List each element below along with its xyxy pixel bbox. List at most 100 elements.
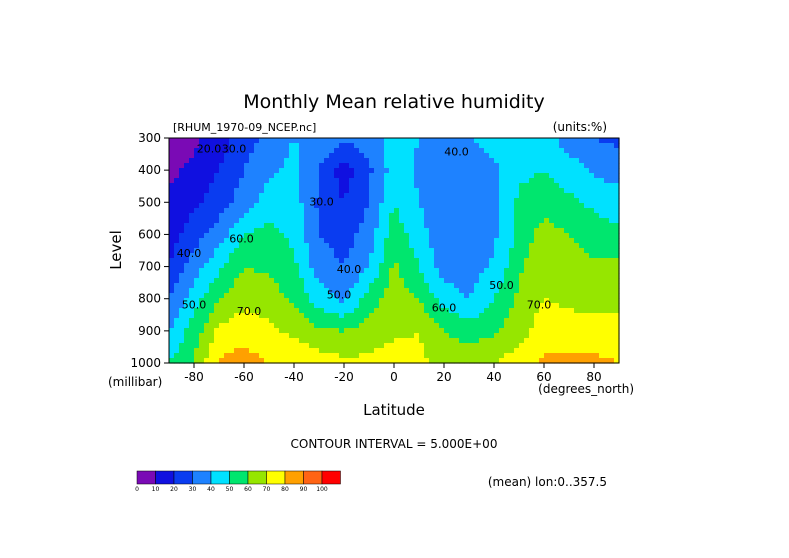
heatmap-cell — [454, 298, 460, 304]
heatmap-cell — [399, 318, 405, 324]
heatmap-cell — [494, 328, 500, 334]
heatmap-cell — [354, 323, 360, 329]
heatmap-cell — [229, 303, 235, 309]
heatmap-cell — [209, 308, 215, 314]
heatmap-cell — [249, 228, 255, 234]
heatmap-cell — [359, 323, 365, 329]
heatmap-cell — [174, 173, 180, 179]
heatmap-cell — [564, 278, 570, 284]
heatmap-cell — [364, 183, 370, 189]
heatmap-cell — [329, 283, 335, 289]
heatmap-cell — [559, 138, 565, 144]
heatmap-cell — [589, 203, 595, 209]
heatmap-cell — [604, 263, 610, 269]
heatmap-cell — [244, 343, 250, 349]
heatmap-cell — [254, 333, 260, 339]
heatmap-cell — [289, 353, 295, 359]
heatmap-cell — [529, 178, 535, 184]
heatmap-cell — [529, 238, 535, 244]
heatmap-cell — [574, 228, 580, 234]
heatmap-cell — [249, 333, 255, 339]
heatmap-cell — [434, 173, 440, 179]
heatmap-cell — [579, 273, 585, 279]
heatmap-cell — [229, 298, 235, 304]
heatmap-cell — [239, 163, 245, 169]
heatmap-cell — [359, 358, 365, 364]
heatmap-cell — [279, 173, 285, 179]
heatmap-cell — [359, 213, 365, 219]
heatmap-cell — [329, 238, 335, 244]
heatmap-cell — [409, 333, 415, 339]
heatmap-cell — [309, 143, 315, 149]
heatmap-cell — [374, 273, 380, 279]
heatmap-cell — [174, 213, 180, 219]
heatmap-cell — [494, 283, 500, 289]
heatmap-cell — [189, 273, 195, 279]
heatmap-cell — [179, 303, 185, 309]
heatmap-cell — [564, 218, 570, 224]
heatmap-cell — [454, 178, 460, 184]
heatmap-cell — [244, 273, 250, 279]
heatmap-cell — [239, 143, 245, 149]
heatmap-cell — [209, 303, 215, 309]
heatmap-cell — [604, 253, 610, 259]
heatmap-cell — [204, 303, 210, 309]
heatmap-cell — [179, 213, 185, 219]
heatmap-cell — [429, 238, 435, 244]
heatmap-cell — [549, 223, 555, 229]
heatmap-cell — [599, 353, 605, 359]
heatmap-cell — [359, 238, 365, 244]
heatmap-cell — [184, 198, 190, 204]
heatmap-cell — [564, 208, 570, 214]
heatmap-cell — [384, 358, 390, 364]
heatmap-cell — [214, 168, 220, 174]
heatmap-cell — [404, 358, 410, 364]
heatmap-cell — [184, 223, 190, 229]
heatmap-cell — [479, 183, 485, 189]
heatmap-cell — [424, 278, 430, 284]
heatmap-cell — [379, 293, 385, 299]
heatmap-cell — [304, 188, 310, 194]
heatmap-cell — [424, 333, 430, 339]
heatmap-cell — [249, 338, 255, 344]
heatmap-cell — [274, 213, 280, 219]
heatmap-cell — [234, 153, 240, 159]
heatmap-cell — [384, 278, 390, 284]
heatmap-cell — [424, 248, 430, 254]
heatmap-cell — [504, 263, 510, 269]
heatmap-cell — [404, 173, 410, 179]
colorbar-label: 40 — [207, 486, 215, 493]
heatmap-cell — [179, 218, 185, 224]
heatmap-cell — [589, 153, 595, 159]
heatmap-cell — [334, 148, 340, 154]
heatmap-cell — [519, 268, 525, 274]
heatmap-cell — [384, 313, 390, 319]
heatmap-cell — [189, 198, 195, 204]
heatmap-cell — [494, 258, 500, 264]
heatmap-cell — [519, 183, 525, 189]
heatmap-cell — [584, 218, 590, 224]
heatmap-cell — [174, 358, 180, 364]
heatmap-cell — [509, 143, 515, 149]
heatmap-cell — [349, 273, 355, 279]
heatmap-cell — [574, 223, 580, 229]
heatmap-cell — [294, 233, 300, 239]
heatmap-cell — [434, 218, 440, 224]
heatmap-cell — [529, 188, 535, 194]
heatmap-cell — [289, 213, 295, 219]
heatmap-cell — [299, 343, 305, 349]
heatmap-cell — [304, 248, 310, 254]
heatmap-cell — [464, 308, 470, 314]
heatmap-cell — [579, 333, 585, 339]
heatmap-cell — [354, 223, 360, 229]
heatmap-cell — [294, 333, 300, 339]
heatmap-cell — [509, 153, 515, 159]
heatmap-cell — [264, 328, 270, 334]
heatmap-cell — [249, 153, 255, 159]
heatmap-cell — [284, 288, 290, 294]
heatmap-cell — [494, 223, 500, 229]
heatmap-cell — [194, 353, 200, 359]
heatmap-cell — [319, 203, 325, 209]
heatmap-cell — [204, 283, 210, 289]
heatmap-cell — [324, 273, 330, 279]
